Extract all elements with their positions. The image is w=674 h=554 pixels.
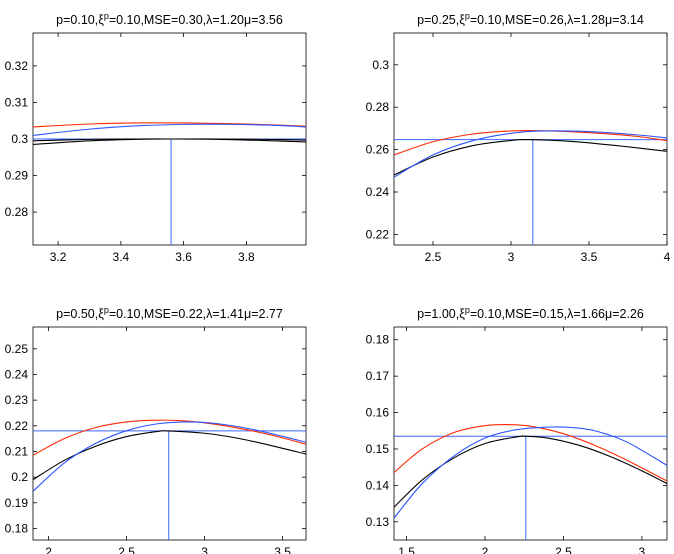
series-line-red — [33, 419, 306, 456]
series-line-red — [394, 129, 667, 156]
axes-box — [393, 32, 668, 246]
series-line-red — [394, 423, 667, 482]
y-tick-label: 0.18 — [366, 333, 390, 347]
y-tick-label: 0.24 — [366, 185, 390, 199]
x-tick-label: 4 — [664, 250, 671, 264]
chart-title-part: p=1.00,ξ — [417, 307, 465, 321]
chart-title: p=0.10,ξp=0.10,MSE=0.30,λ=1.20μ=3.56 — [56, 11, 283, 27]
plot-area — [33, 419, 306, 540]
series-line-blue — [33, 123, 306, 136]
x-tick-label: 2.5 — [118, 545, 135, 554]
series-line-black-2 — [33, 138, 306, 142]
x-tick-label: 3.2 — [50, 250, 67, 264]
y-tick-label: 0.18 — [5, 521, 29, 535]
y-tick-label: 0.28 — [5, 205, 29, 219]
y-tick-label: 0.28 — [366, 100, 390, 114]
axes-box — [32, 326, 307, 541]
x-tick-label: 1.5 — [398, 545, 415, 554]
chart-title: p=0.50,ξp=0.10,MSE=0.22,λ=1.41μ=2.77 — [56, 305, 283, 321]
x-tick-label: 3.6 — [175, 250, 192, 264]
series-line-blue — [394, 426, 667, 519]
y-tick-label: 0.31 — [5, 95, 29, 109]
x-tick-label: 3.5 — [581, 250, 598, 264]
chart-title-part: p=0.10,ξ — [56, 13, 104, 27]
y-tick-label: 0.21 — [5, 444, 29, 458]
y-tick-label: 0.24 — [5, 367, 29, 381]
chart-panel-3: p=0.50,ξp=0.10,MSE=0.22,λ=1.41μ=2.77 2 2.5… — [5, 305, 307, 554]
y-tick-label: 0.15 — [366, 442, 390, 456]
y-tick-label: 0.14 — [366, 478, 390, 492]
chart-title-part: =0.10,MSE=0.22,λ=1.41μ=2.77 — [109, 307, 283, 321]
chart-title: p=0.25,ξp=0.10,MSE=0.26,λ=1.28μ=3.14 — [417, 11, 644, 27]
chart-title: p=1.00,ξp=0.10,MSE=0.15,λ=1.66μ=2.26 — [417, 305, 644, 321]
y-tick-label: 0.3 — [372, 58, 389, 72]
y-tick-label: 0.25 — [5, 342, 29, 356]
plot-area — [394, 129, 667, 245]
chart-title-part: p=0.25,ξ — [417, 13, 465, 27]
y-tick-label: 0.3 — [11, 132, 28, 146]
y-tick-label: 0.19 — [5, 496, 29, 510]
y-tick-label: 0.29 — [5, 169, 29, 183]
chart-title-part: p=0.50,ξ — [56, 307, 104, 321]
y-tick-label: 0.16 — [366, 406, 390, 420]
y-tick-label: 0.13 — [366, 515, 390, 529]
y-tick-label: 0.2 — [11, 470, 28, 484]
y-tick-label: 0.23 — [5, 393, 29, 407]
chart-title-part: p — [104, 11, 109, 21]
x-tick-label: 3 — [639, 545, 646, 554]
y-tick-label: 0.22 — [5, 419, 29, 433]
chart-title-part: =0.10,MSE=0.26,λ=1.28μ=3.14 — [470, 13, 644, 27]
x-tick-label: 2 — [45, 545, 52, 554]
y-tick-label: 0.26 — [366, 143, 390, 157]
x-tick-label: 2.5 — [555, 545, 572, 554]
x-tick-label: 3 — [201, 545, 208, 554]
x-tick-label: 3 — [508, 250, 515, 264]
series-line-blue — [33, 421, 306, 492]
chart-panel-2: p=0.25,ξp=0.10,MSE=0.26,λ=1.28μ=3.14 2.5 3… — [366, 11, 671, 264]
plot-area — [33, 122, 306, 245]
plot-area — [394, 423, 667, 540]
y-tick-label: 0.32 — [5, 59, 29, 73]
chart-title-part: p — [465, 11, 470, 21]
chart-panel-4: p=1.00,ξp=0.10,MSE=0.15,λ=1.66μ=2.26 1.5 2… — [366, 305, 668, 554]
chart-title-part: p — [104, 305, 109, 315]
x-tick-label: 2 — [482, 545, 489, 554]
x-tick-label: 3.5 — [274, 545, 291, 554]
chart-title-part: p — [465, 305, 470, 315]
y-tick-label: 0.22 — [366, 227, 390, 241]
axes-box — [393, 326, 668, 541]
x-tick-label: 3.4 — [113, 250, 130, 264]
x-tick-label: 2.5 — [425, 250, 442, 264]
chart-title-part: =0.10,MSE=0.30,λ=1.20μ=3.56 — [109, 13, 283, 27]
y-tick-label: 0.17 — [366, 369, 390, 383]
chart-title-part: =0.10,MSE=0.15,λ=1.66μ=2.26 — [470, 307, 644, 321]
x-tick-label: 3.8 — [238, 250, 255, 264]
series-line-black — [394, 139, 667, 176]
chart-panel-1: p=0.10,ξp=0.10,MSE=0.30,λ=1.20μ=3.56 3.2 3… — [5, 11, 307, 264]
series-line-blue — [394, 130, 667, 178]
